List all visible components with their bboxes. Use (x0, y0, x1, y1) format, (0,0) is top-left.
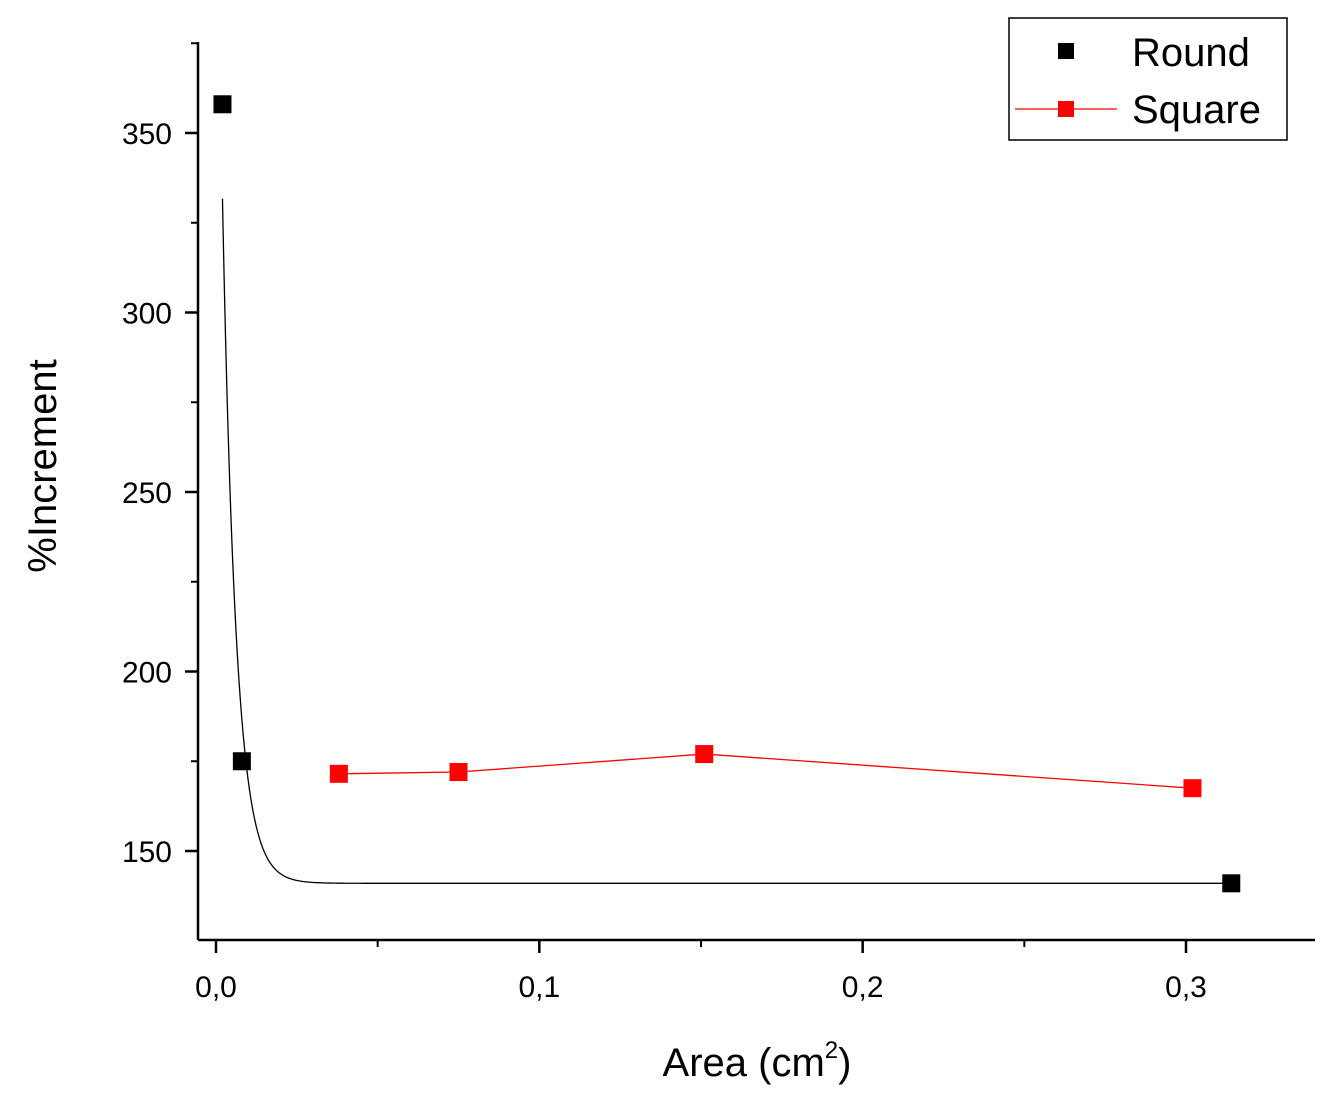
round-data-point (1222, 874, 1241, 893)
round-data-point (213, 95, 232, 114)
x-axis-title: Area (cm2) (663, 1037, 852, 1085)
axes (196, 42, 1315, 942)
legend-square-marker (1058, 101, 1074, 117)
y-tick-label: 250 (122, 477, 172, 510)
tick-labels: 0,0 0,1 0,2 0,3 150 200 250 300 350 (122, 118, 1207, 1004)
y-axis-title: %Increment (21, 359, 65, 572)
x-tick-label: 0,0 (195, 971, 237, 1004)
x-tick-label: 0,2 (842, 971, 884, 1004)
round-data-point (232, 752, 251, 771)
x-axis-title-superscript: 2 (825, 1037, 838, 1064)
y-tick-label: 150 (122, 836, 172, 869)
legend: Round Square (1008, 17, 1288, 141)
legend-box (1008, 17, 1288, 141)
y-tick-label: 300 (122, 298, 172, 331)
x-tick-label: 0,1 (518, 971, 560, 1004)
square-data-point (695, 745, 714, 764)
square-data-point (1183, 779, 1202, 798)
square-series-line (338, 753, 1193, 789)
square-data-point (449, 763, 468, 782)
x-tick-label: 0,3 (1165, 971, 1207, 1004)
round-fit-curve (221, 198, 1232, 884)
y-tick-label: 350 (122, 118, 172, 151)
y-tick-label: 200 (122, 657, 172, 690)
legend-round-marker (1058, 43, 1074, 59)
legend-round-label: Round (1132, 31, 1250, 75)
square-data-point (329, 764, 348, 783)
ticks (185, 42, 1188, 953)
legend-square-label: Square (1132, 88, 1261, 132)
series-layer (213, 95, 1241, 893)
